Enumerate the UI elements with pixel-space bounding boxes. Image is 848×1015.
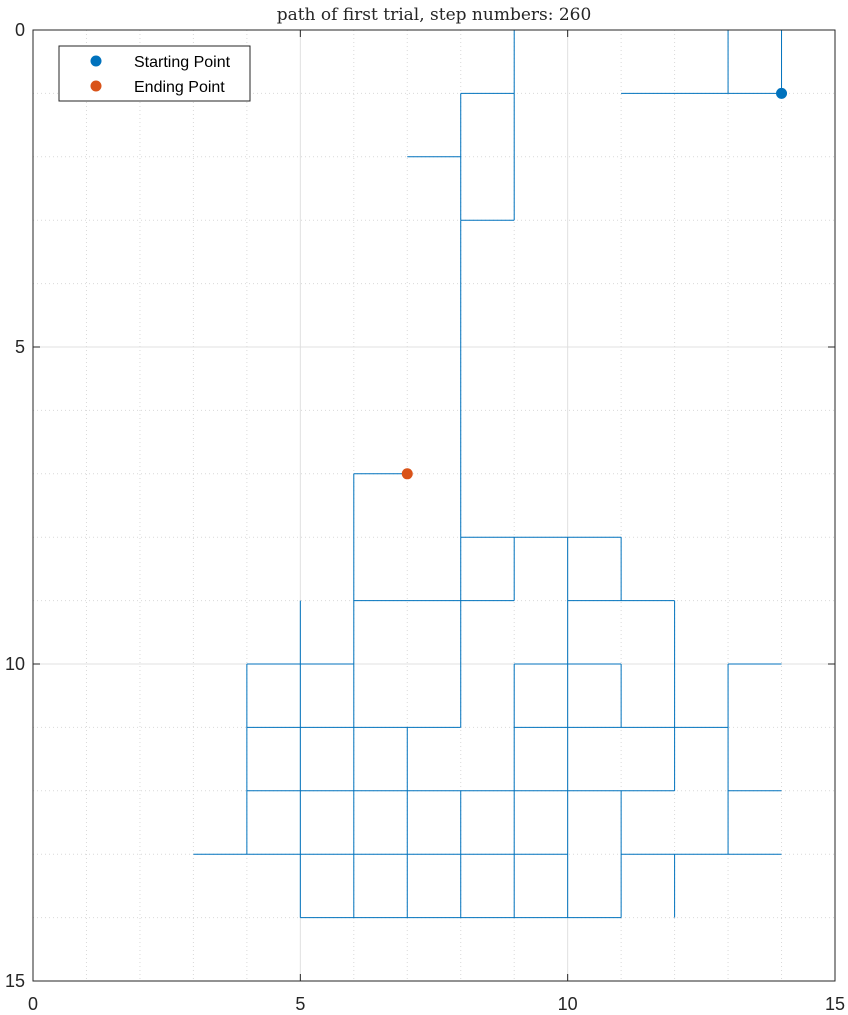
x-tick-label: 0 xyxy=(28,994,38,1014)
ending-point-marker xyxy=(401,468,413,480)
plot-frame xyxy=(32,29,836,982)
legend-end-label: Ending Point xyxy=(134,79,225,96)
legend-box xyxy=(58,45,251,102)
legend-start-marker xyxy=(90,55,102,67)
x-tick-label: 10 xyxy=(558,994,578,1014)
y-tick-label: 10 xyxy=(5,654,25,674)
starting-point-marker xyxy=(776,87,788,99)
legend-start-label: Starting Point xyxy=(134,54,231,71)
y-tick-label: 0 xyxy=(15,20,25,40)
y-tick-label: 5 xyxy=(15,337,25,357)
markers xyxy=(401,87,788,480)
plot-background xyxy=(33,30,835,981)
y-tick-label: 15 xyxy=(5,971,25,991)
legend: Starting Point Ending Point xyxy=(58,45,251,102)
chart-title: path of first trial, step numbers: 260 xyxy=(277,5,592,25)
x-tick-label: 5 xyxy=(295,994,305,1014)
path-lines xyxy=(193,29,783,919)
x-tick-label: 15 xyxy=(825,994,845,1014)
legend-end-marker xyxy=(90,80,102,92)
